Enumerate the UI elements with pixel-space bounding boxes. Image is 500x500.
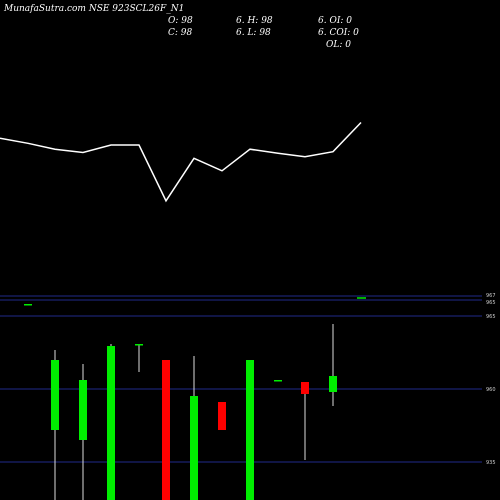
open-value: O: 98 — [168, 16, 193, 26]
candle-body — [301, 382, 309, 394]
oi-value: 6. OI: 0 — [318, 16, 353, 26]
candle-body — [246, 360, 254, 500]
candle-body — [107, 346, 115, 500]
tick-label: 967 — [486, 293, 496, 299]
candle-body — [190, 396, 198, 500]
candle-body — [24, 304, 32, 306]
candle-body — [135, 344, 143, 346]
low-value: 6. L: 98 — [236, 28, 271, 38]
high-value: 6. H: 98 — [236, 16, 273, 26]
coi-value: 6. COI: 0 — [318, 28, 359, 38]
tick-label: 935 — [486, 460, 496, 466]
candle-body — [79, 380, 87, 440]
candle-body — [274, 380, 282, 382]
tick-label: 960 — [486, 387, 496, 393]
candle-body — [218, 402, 226, 430]
ol-value: OL: 0 — [326, 40, 351, 50]
tick-label: 965 — [486, 314, 496, 320]
price-line — [0, 121, 362, 203]
candlestick-panel: 965 960 935 — [0, 304, 496, 500]
price-line-panel — [0, 121, 362, 203]
chart-title: MunafaSutra.com NSE 923SCL26F_N1 — [4, 4, 185, 14]
candle-body — [329, 376, 337, 392]
candle-body — [162, 360, 170, 500]
tick-label: 965 — [486, 300, 496, 306]
close-value: C: 98 — [168, 28, 193, 38]
candle-body — [51, 360, 59, 430]
